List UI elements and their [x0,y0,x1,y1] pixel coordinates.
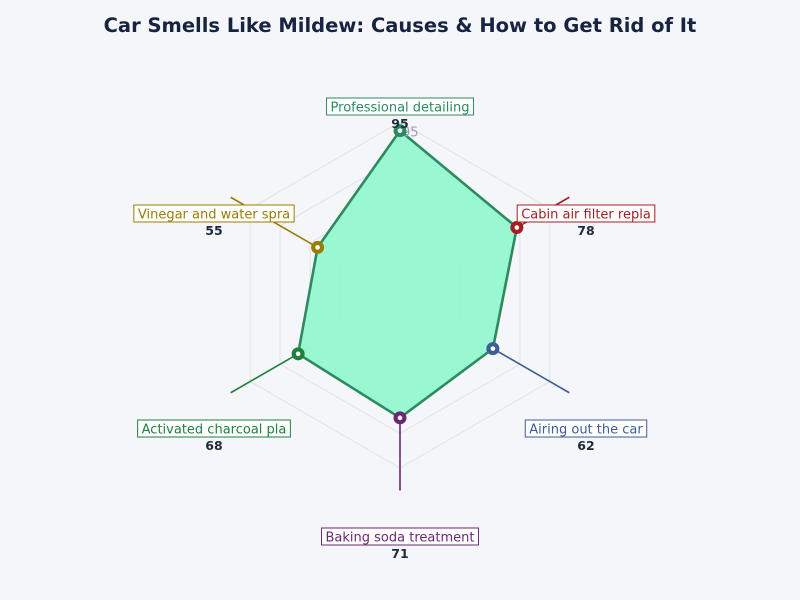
data-point-center [397,128,403,133]
axis-value-label: 68 [205,438,222,453]
data-point-center [397,415,403,421]
axis-label-box [137,419,291,438]
axis-value-label: 55 [205,223,222,238]
data-point-center [315,245,320,250]
data-point-center [490,346,496,351]
axis-label-box [326,97,474,116]
axis-label-text: Activated charcoal pla [142,423,287,438]
axis-label-box [516,204,656,223]
axis-label-text: Professional detailing [331,101,470,116]
axis-label-text: Baking soda treatment [326,531,475,546]
data-point-center [514,225,520,230]
chart-title: Car Smells Like Mildew: Causes & How to … [103,14,697,37]
leader-line [230,353,299,394]
axis-label-box [524,419,648,438]
axis-label-text: Cabin air filter repla [521,208,651,223]
axis-value-label: 71 [391,546,408,561]
axis-label-text: Vinegar and water spra [138,208,290,223]
axis-value-label: 78 [577,223,594,238]
axis-label-box [133,204,295,223]
axis-label-text: Airing out the car [529,423,643,438]
axis-value-label: 62 [577,438,594,453]
axis-label-box [321,527,479,546]
axis-value-label: 95 [391,116,408,131]
series-area [296,129,519,420]
data-point-center [295,351,301,357]
leader-line [492,347,570,394]
